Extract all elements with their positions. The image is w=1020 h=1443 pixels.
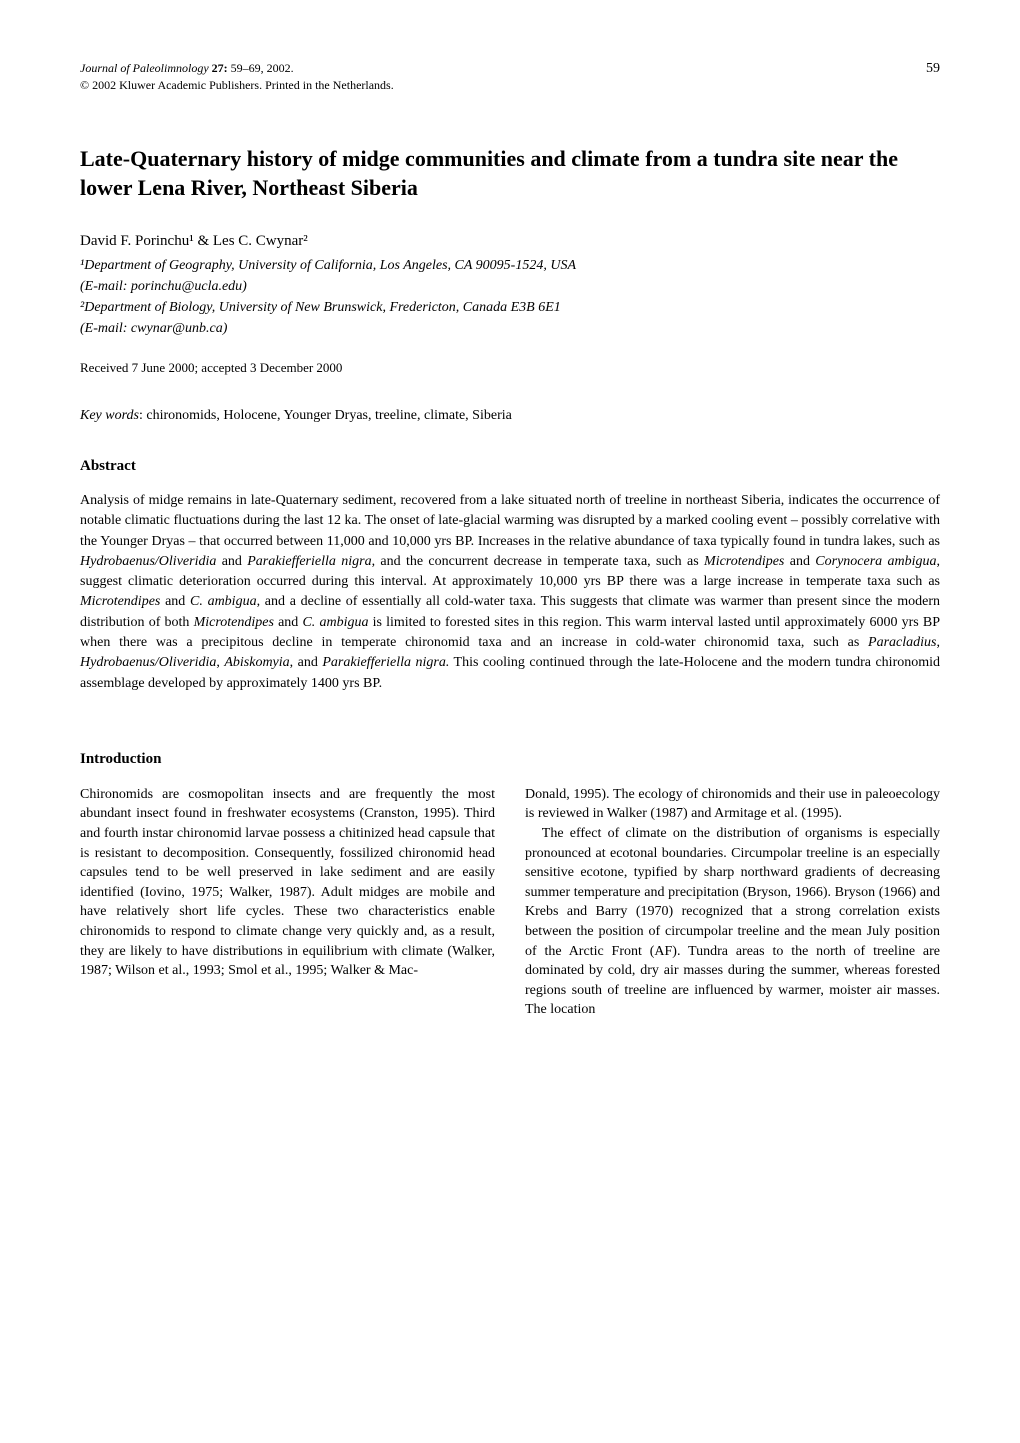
abstract-span: , xyxy=(937,635,941,650)
abstract-span: and xyxy=(160,594,190,609)
journal-header: Journal of Paleolimnology 27: 59–69, 200… xyxy=(80,60,940,94)
abstract-taxon: Paracladius xyxy=(868,635,936,650)
abstract-heading: Abstract xyxy=(80,456,940,476)
page-number: 59 xyxy=(926,60,940,79)
journal-year: 2002. xyxy=(267,61,294,75)
abstract-taxon: Microtendipes xyxy=(80,594,160,609)
abstract-span: Analysis of midge remains in late-Quater… xyxy=(80,493,940,549)
abstract-taxon: C. ambigua xyxy=(190,594,257,609)
keywords: Key words: chironomids, Holocene, Younge… xyxy=(80,407,940,426)
journal-name: Journal of Paleolimnology xyxy=(80,61,209,75)
aff2-text: Department of Biology, University of New… xyxy=(84,300,561,315)
abstract-taxon: Parakiefferiella nigra. xyxy=(322,655,449,670)
keywords-label: Key words xyxy=(80,408,139,423)
journal-volume: 27: xyxy=(212,61,228,75)
abstract-span: , and the concurrent decrease in tempera… xyxy=(372,554,704,569)
abstract-span: and xyxy=(216,554,247,569)
introduction-heading: Introduction xyxy=(80,749,495,770)
abstract-taxon: Corynocera ambigua xyxy=(815,554,936,569)
intro-paragraph: Donald, 1995). The ecology of chironomid… xyxy=(525,785,940,824)
aff1-email: (E-mail: porinchu@ucla.edu) xyxy=(80,279,247,294)
abstract-taxon: Hydrobaenus/Oliveridia xyxy=(80,554,216,569)
abstract-text: Analysis of midge remains in late-Quater… xyxy=(80,491,940,694)
abstract-span: , and xyxy=(290,655,323,670)
authors: David F. Porinchu¹ & Les C. Cwynar² xyxy=(80,231,940,251)
aff2-email: (E-mail: cwynar@unb.ca) xyxy=(80,321,227,336)
right-column: . Donald, 1995). The ecology of chironom… xyxy=(525,724,940,1020)
abstract-taxon: C. ambigua xyxy=(302,615,368,630)
left-column: Introduction Chironomids are cosmopolita… xyxy=(80,724,495,1020)
journal-info: Journal of Paleolimnology 27: 59–69, 200… xyxy=(80,60,394,94)
abstract-taxon: Abiskomyia xyxy=(224,655,289,670)
keywords-text: : chironomids, Holocene, Younger Dryas, … xyxy=(139,408,512,423)
abstract-taxon: Parakiefferiella nigra xyxy=(247,554,371,569)
received-date: Received 7 June 2000; accepted 3 Decembe… xyxy=(80,359,940,377)
body-columns: Introduction Chironomids are cosmopolita… xyxy=(80,724,940,1020)
affiliations: ¹Department of Geography, University of … xyxy=(80,255,940,339)
intro-paragraph: The effect of climate on the distributio… xyxy=(525,824,940,1020)
aff1-text: Department of Geography, University of C… xyxy=(84,258,576,273)
journal-copyright: © 2002 Kluwer Academic Publishers. Print… xyxy=(80,78,394,92)
abstract-taxon: Hydrobaenus/Oliveridia xyxy=(80,655,216,670)
abstract-span: and xyxy=(274,615,303,630)
abstract-taxon: Microtendipes xyxy=(704,554,784,569)
intro-paragraph: Chironomids are cosmopolitan insects and… xyxy=(80,785,495,981)
article-title: Late-Quaternary history of midge communi… xyxy=(80,144,940,203)
journal-pages: 59–69, xyxy=(231,61,264,75)
abstract-span: and xyxy=(784,554,815,569)
abstract-taxon: Microtendipes xyxy=(194,615,274,630)
